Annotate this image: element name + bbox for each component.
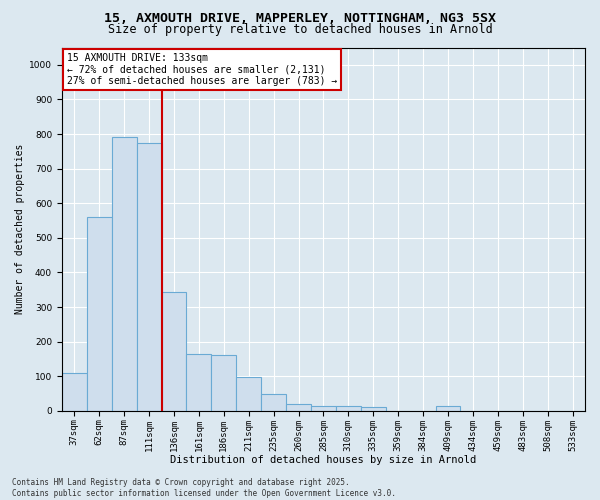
Bar: [112, 138, 137, 411]
Bar: [336, 406, 361, 411]
Bar: [311, 406, 336, 411]
Bar: [361, 408, 386, 411]
Y-axis label: Number of detached properties: Number of detached properties: [15, 144, 25, 314]
Text: Contains HM Land Registry data © Crown copyright and database right 2025.
Contai: Contains HM Land Registry data © Crown c…: [12, 478, 396, 498]
Bar: [62, 373, 87, 411]
Bar: [87, 217, 112, 411]
Text: 15, AXMOUTH DRIVE, MAPPERLEY, NOTTINGHAM, NG3 5SX: 15, AXMOUTH DRIVE, MAPPERLEY, NOTTINGHAM…: [104, 12, 496, 26]
Bar: [286, 404, 311, 411]
Bar: [236, 378, 261, 411]
Bar: [161, 292, 187, 411]
Bar: [187, 354, 211, 411]
Bar: [211, 355, 236, 411]
Bar: [261, 394, 286, 411]
Bar: [436, 406, 460, 411]
Text: Size of property relative to detached houses in Arnold: Size of property relative to detached ho…: [107, 22, 493, 36]
Bar: [137, 142, 161, 411]
X-axis label: Distribution of detached houses by size in Arnold: Distribution of detached houses by size …: [170, 455, 476, 465]
Text: 15 AXMOUTH DRIVE: 133sqm
← 72% of detached houses are smaller (2,131)
27% of sem: 15 AXMOUTH DRIVE: 133sqm ← 72% of detach…: [67, 53, 337, 86]
